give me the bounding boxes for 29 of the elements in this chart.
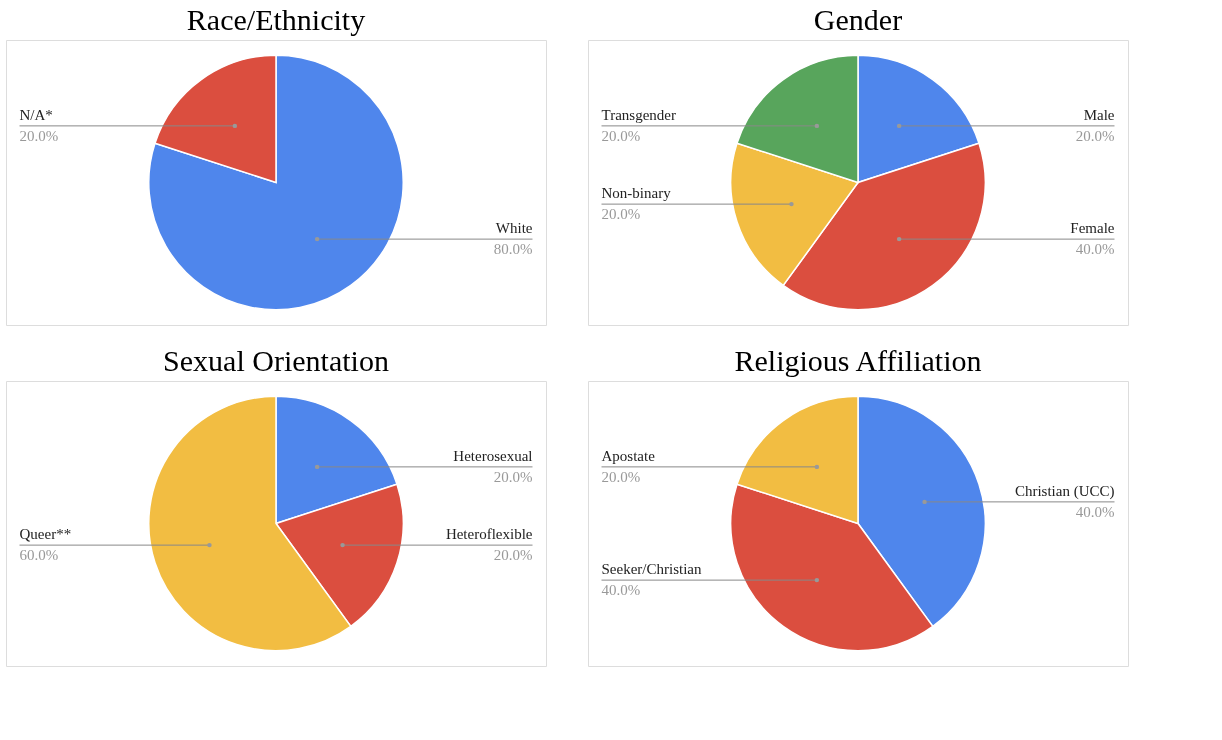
- chart-title: Race/Ethnicity: [186, 3, 366, 36]
- data-label: 80.0%: [493, 241, 533, 258]
- data-label: 20.0%: [1075, 127, 1115, 144]
- slice-label: Transgender: [601, 106, 676, 123]
- data-label: 40.0%: [1075, 241, 1115, 258]
- data-label: 20.0%: [601, 206, 641, 223]
- slice-label: Queer**: [19, 526, 72, 543]
- slice-label: Heterosexual: [453, 447, 533, 464]
- slice-label: Apostate: [601, 447, 656, 464]
- chart-title: Gender: [813, 3, 903, 36]
- slice-label: Heteroflexible: [445, 526, 533, 543]
- data-label: 20.0%: [493, 547, 533, 564]
- pie-slice: [148, 54, 404, 311]
- slice-label: Seeker/Christian: [601, 561, 702, 578]
- slice-label: Christian (UCC): [1014, 482, 1115, 500]
- chart-title: Sexual Orientation: [163, 344, 389, 377]
- slice-label: Non-binary: [601, 185, 672, 202]
- data-label: 20.0%: [601, 468, 641, 485]
- slice-label: Female: [1070, 220, 1115, 237]
- data-label: 20.0%: [19, 127, 59, 144]
- data-label: 40.0%: [1075, 503, 1115, 520]
- data-label: 20.0%: [601, 127, 641, 144]
- slice-label: Male: [1083, 106, 1115, 123]
- slice-label: N/A*: [19, 106, 53, 123]
- slice-label: White: [495, 220, 533, 237]
- chart-title: Religious Affiliation: [734, 344, 982, 377]
- data-label: 60.0%: [19, 547, 59, 564]
- data-label: 20.0%: [493, 468, 533, 485]
- data-label: 40.0%: [601, 582, 641, 599]
